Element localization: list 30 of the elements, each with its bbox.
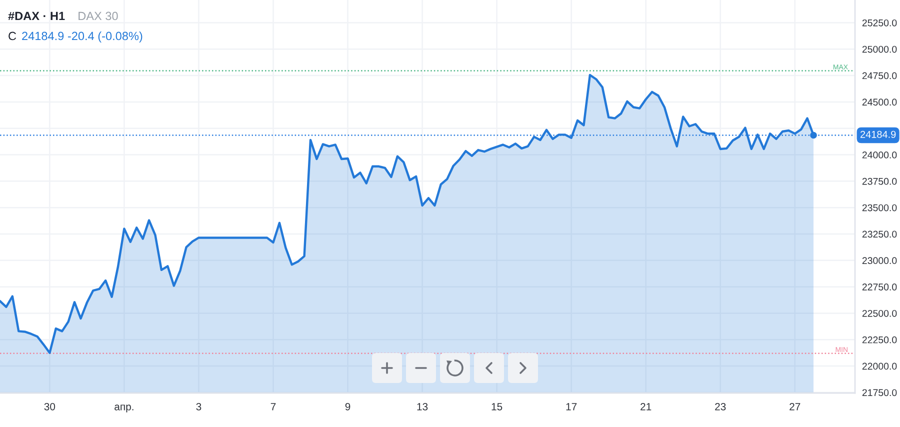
y-tick-label: 24750.0 xyxy=(862,72,897,80)
x-tick-label: 21 xyxy=(640,402,652,410)
x-tick-label: 17 xyxy=(566,403,577,410)
x-tick-label: 27 xyxy=(790,402,800,410)
x-tick-label: 15 xyxy=(492,403,502,410)
y-tick-label: 22750.0 xyxy=(862,284,897,290)
annotation: 24184.9 -20.4 (-0.08%) xyxy=(22,32,142,42)
y-tick-label: 23500.0 xyxy=(862,204,897,212)
y-tick-label: 23000.0 xyxy=(862,257,897,264)
ref-line-label: 24184.9 xyxy=(860,130,896,138)
y-tick-label: 22000.0 xyxy=(862,362,897,370)
y-tick-label: 24500.0 xyxy=(862,98,897,106)
y-tick-label: 25000.0 xyxy=(862,46,897,53)
text: #DAX · H1 xyxy=(8,12,65,20)
x-tick-label: 23 xyxy=(715,402,726,410)
y-tick-label: 22500.0 xyxy=(862,310,897,317)
x-tick-label: апр. xyxy=(114,404,134,412)
y-tick-label: 23750.0 xyxy=(862,178,897,185)
x-tick-label: 7 xyxy=(270,403,276,410)
y-tick-label: 24000.0 xyxy=(862,152,897,158)
y-tick-label: 23250.0 xyxy=(862,230,897,238)
y-tick-label: 21750.0 xyxy=(862,389,897,396)
x-tick-label: 13 xyxy=(417,402,428,410)
annotation: C xyxy=(8,32,16,40)
y-tick-label: 22250.0 xyxy=(862,336,897,344)
x-tick-label: 9 xyxy=(345,402,350,410)
text: DAX 30 xyxy=(78,12,118,20)
x-tick-label: 30 xyxy=(44,402,56,410)
x-tick-label: 3 xyxy=(196,402,202,410)
y-tick-label: 25250.0 xyxy=(862,19,897,26)
